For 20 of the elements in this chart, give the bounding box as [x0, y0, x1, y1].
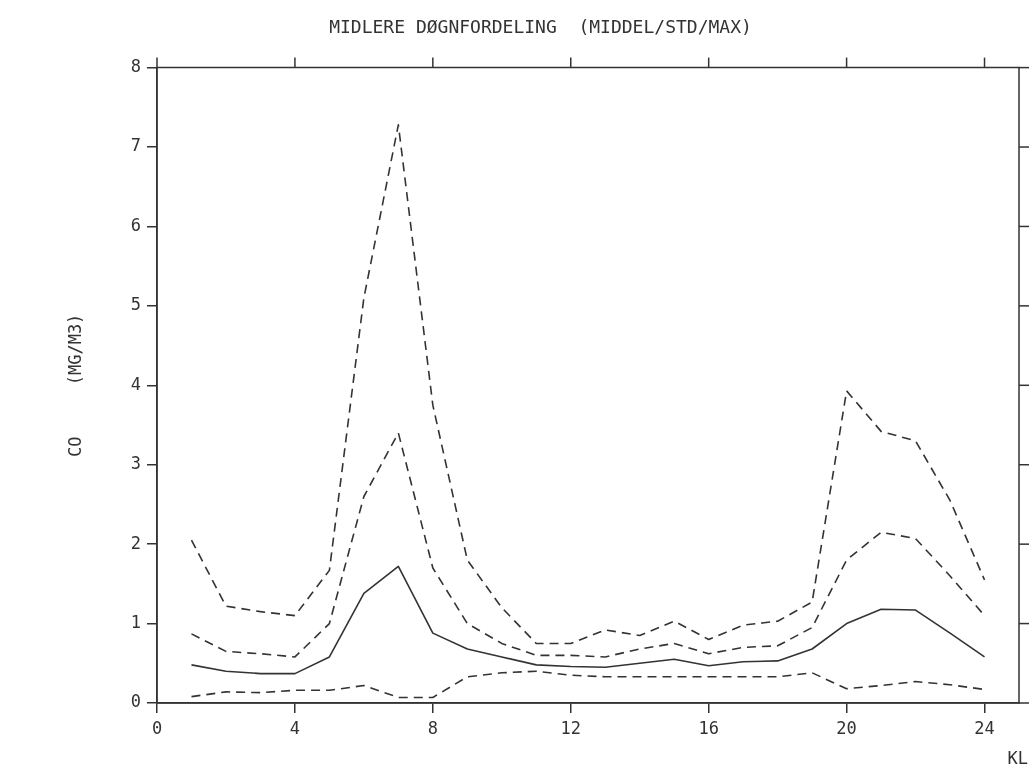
- y-tick-label: 0: [130, 691, 141, 712]
- y-tick-label: 4: [130, 373, 141, 394]
- x-tick-label: 0: [151, 717, 163, 738]
- y-tick-label: 5: [130, 294, 141, 315]
- x-tick-label: 8: [427, 717, 438, 738]
- y-tick-label: 2: [130, 532, 141, 553]
- x-tick-label: 4: [289, 717, 301, 738]
- line-series: [190, 123, 986, 645]
- x-tick-label: 16: [698, 717, 719, 738]
- y-axis-title: CO (MG/M3): [64, 313, 85, 457]
- x-tick-label: 20: [836, 717, 857, 738]
- y-tick-label: 6: [130, 214, 141, 235]
- x-tick-label: 24: [974, 717, 995, 738]
- y-tick-label: 7: [130, 135, 141, 156]
- y-tick-label: 8: [130, 56, 141, 77]
- y-tick-label: 1: [130, 612, 141, 632]
- y-tick-label: 3: [130, 453, 141, 474]
- x-axis-title: KL: [1007, 747, 1028, 768]
- x-tick-label: 12: [560, 717, 581, 738]
- chart-title: MIDLERE DØGNFORDELING (MIDDEL/STD/MAX): [329, 16, 752, 38]
